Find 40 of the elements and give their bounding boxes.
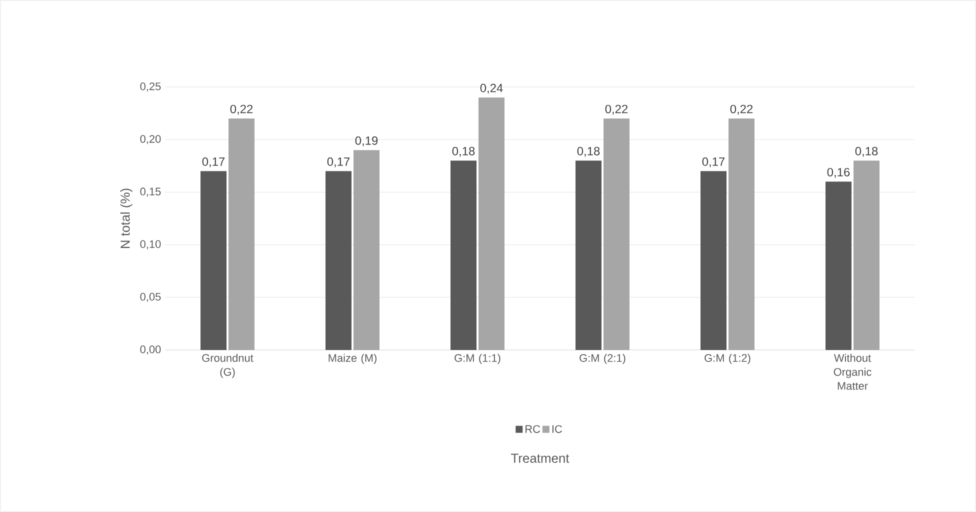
y-axis-title: N total (%)	[120, 188, 132, 248]
bar	[576, 160, 602, 350]
y-tick-label: 0,00	[140, 345, 161, 355]
bar	[604, 118, 630, 350]
bar	[854, 160, 880, 350]
x-axis-title: Treatment	[511, 454, 570, 463]
data-label: 0,22	[230, 104, 253, 115]
x-tick-label: G:M (1:1)	[454, 354, 500, 364]
data-label: 0,22	[605, 104, 628, 115]
y-tick-label: 0,05	[140, 292, 161, 302]
bar	[478, 98, 505, 350]
bar	[200, 171, 227, 350]
data-label: 0,18	[452, 146, 475, 157]
y-tick-label: 0,20	[140, 135, 161, 144]
bar	[826, 182, 852, 350]
bar	[228, 118, 255, 350]
data-label: 0,17	[202, 157, 225, 168]
data-label: 0,24	[480, 84, 503, 94]
data-label: 0,18	[855, 146, 878, 157]
data-label: 0,17	[327, 157, 350, 168]
x-tick-label: Maize (M)	[328, 354, 376, 364]
bar	[326, 171, 352, 350]
x-tick-label: Without Organic Matter	[834, 354, 872, 390]
y-tick-label: 0,25	[140, 82, 161, 92]
x-tick-label: G:M (1:2)	[704, 354, 750, 364]
data-label: 0,22	[730, 104, 753, 115]
data-label: 0,17	[702, 157, 725, 168]
legend-label: IC	[552, 425, 562, 433]
legend-label: RC	[526, 425, 540, 433]
x-tick-label: G:M (2:1)	[580, 354, 626, 364]
data-label: 0,18	[577, 146, 600, 157]
data-label: 0,19	[355, 136, 378, 146]
data-label: 0,16	[827, 168, 850, 178]
bar	[700, 171, 727, 350]
x-tick-label: Groundnut (G)	[202, 354, 254, 378]
y-tick-label: 0,15	[140, 188, 161, 197]
bar	[354, 150, 380, 350]
bar	[728, 118, 755, 350]
bar	[450, 160, 477, 350]
y-tick-label: 0,10	[140, 240, 161, 250]
